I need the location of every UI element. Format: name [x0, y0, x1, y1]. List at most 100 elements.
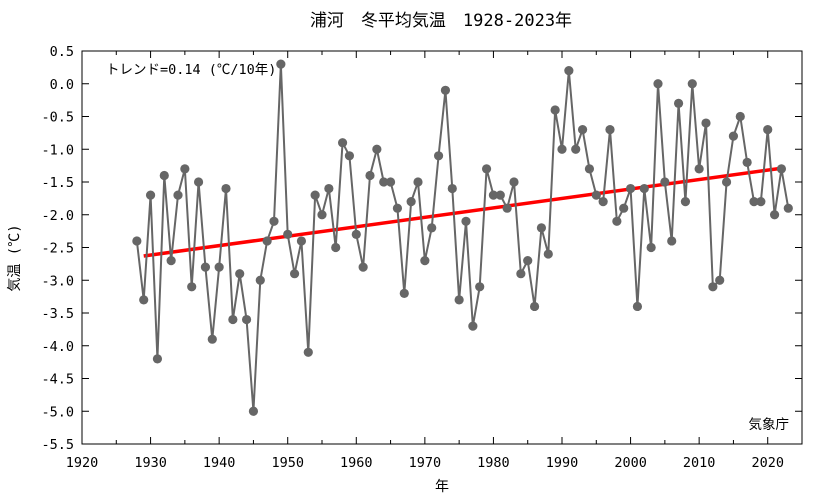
x-tick-label: 1930	[134, 455, 167, 471]
y-tick-label: -3.0	[41, 273, 74, 289]
data-point	[180, 164, 190, 174]
data-point	[447, 183, 457, 194]
y-tick-label: -1.5	[41, 175, 74, 191]
data-point	[145, 190, 156, 200]
y-tick-label: -2.0	[41, 208, 74, 224]
data-point	[523, 256, 533, 266]
x-tick-label: 1950	[271, 455, 304, 471]
data-point	[495, 190, 505, 200]
data-point	[536, 223, 547, 233]
data-point	[632, 301, 643, 312]
data-point	[646, 242, 656, 253]
data-point	[701, 118, 711, 128]
data-point	[660, 177, 670, 187]
data-point	[159, 170, 169, 181]
data-point	[756, 197, 766, 207]
data-point	[296, 236, 307, 246]
data-point	[543, 249, 553, 259]
data-point	[200, 262, 211, 272]
x-tick-label: 2020	[751, 455, 784, 471]
data-point	[337, 138, 348, 148]
data-point	[331, 242, 341, 253]
data-point	[468, 321, 478, 331]
y-tick-label: -3.5	[41, 306, 74, 322]
data-point	[379, 177, 389, 187]
data-point	[406, 197, 416, 207]
y-tick-label: -4.5	[41, 372, 74, 388]
axis-ticks	[81, 50, 803, 445]
data-point	[550, 105, 560, 115]
data-point	[694, 164, 704, 174]
data-point	[577, 125, 588, 135]
data-point	[413, 177, 423, 187]
y-tick-label: -1.0	[41, 142, 74, 158]
y-tick-labels: 0.5 0.0 -0.5 -1.0 -1.5 -2.0 -2.5 -3.0 -3.5 -4.0 -4…	[41, 44, 74, 453]
data-point	[276, 59, 286, 69]
data-point	[687, 79, 697, 89]
x-tick-label: 1980	[477, 455, 510, 471]
y-tick-label: -5.0	[41, 404, 74, 420]
data-point	[235, 269, 245, 279]
data-point	[653, 79, 663, 89]
data-point	[728, 131, 739, 141]
data-point	[749, 197, 759, 207]
series-line	[135, 63, 790, 413]
data-point	[241, 314, 252, 325]
data-point	[571, 144, 581, 154]
data-point	[324, 183, 334, 194]
data-point	[214, 262, 224, 272]
x-tick-label: 1960	[340, 455, 373, 471]
x-tick-label: 1940	[203, 455, 236, 471]
data-point	[303, 347, 313, 357]
data-point	[392, 203, 403, 213]
data-point	[776, 164, 787, 174]
data-point	[667, 236, 677, 246]
data-point	[193, 177, 204, 187]
y-tick-label: -0.5	[41, 110, 74, 126]
data-point	[783, 203, 793, 213]
chart-title: 浦河 冬平均気温 1928-2023年	[310, 11, 572, 31]
data-point	[187, 282, 197, 292]
data-point	[769, 210, 780, 220]
data-point	[742, 157, 752, 167]
data-point	[399, 288, 409, 298]
data-point	[488, 190, 499, 200]
x-tick-label: 1990	[546, 455, 579, 471]
data-point	[639, 183, 649, 194]
data-point	[420, 256, 430, 266]
data-point	[132, 236, 142, 246]
y-tick-label: 0.0	[50, 77, 74, 93]
data-point	[166, 256, 176, 266]
data-point	[351, 229, 361, 239]
data-point	[283, 229, 293, 239]
data-point	[365, 170, 375, 181]
data-point	[152, 354, 163, 364]
data-point	[673, 98, 684, 108]
data-point	[735, 111, 745, 122]
data-point	[708, 282, 718, 292]
data-point	[721, 177, 732, 187]
y-tick-label: 0.5	[50, 44, 74, 60]
x-tick-labels: 1920 1930 1940 1950 1960 1970 1980 1990 2000 2010…	[66, 455, 784, 471]
data-point	[612, 216, 622, 226]
data-point	[433, 151, 444, 161]
data-point	[591, 190, 601, 200]
data-point	[529, 301, 540, 312]
data-point	[207, 334, 217, 344]
data-point	[139, 295, 149, 305]
data-point	[385, 177, 396, 187]
data-point	[516, 269, 526, 279]
data-point	[619, 203, 629, 213]
data-point	[173, 190, 183, 200]
data-point	[454, 295, 464, 305]
data-point	[427, 223, 437, 233]
x-tick-label: 1920	[66, 455, 99, 471]
data-point	[509, 177, 519, 187]
y-tick-label: -2.5	[41, 241, 74, 257]
data-point	[715, 275, 725, 285]
data-point	[262, 236, 272, 246]
data-point	[440, 85, 451, 95]
data-point	[269, 216, 279, 226]
data-point	[605, 125, 615, 135]
